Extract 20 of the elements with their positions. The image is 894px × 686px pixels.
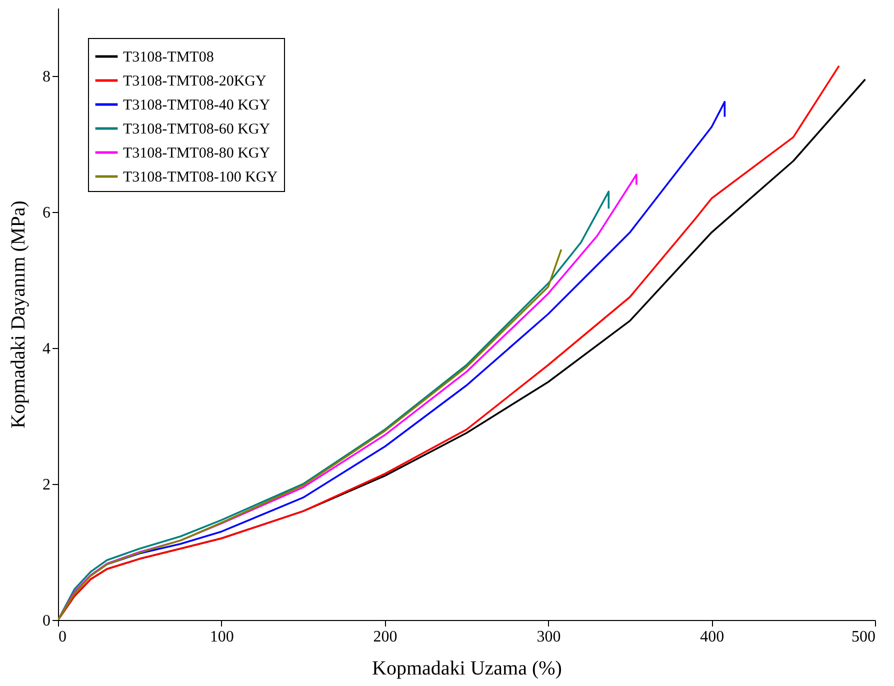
line-series xyxy=(58,248,562,620)
x-tick-label: 100 xyxy=(210,628,234,646)
y-tick-label: 6 xyxy=(42,204,50,222)
x-axis-title: Kopmadaki Uzama (%) xyxy=(372,658,562,680)
y-tick-label: 4 xyxy=(42,340,50,358)
x-tick-label: 0 xyxy=(58,628,66,646)
legend-label: T3108-TMT08-20KGY xyxy=(123,74,266,90)
y-tick-label: 8 xyxy=(42,68,50,86)
legend-label: T3108-TMT08-40 KGY xyxy=(123,98,270,114)
legend-label: T3108-TMT08-60 KGY xyxy=(123,122,270,138)
y-axis-title: Kopmadaki Dayanım (MPa) xyxy=(8,200,30,428)
x-tick-label: 500 xyxy=(852,628,876,646)
x-tick-label: 200 xyxy=(373,628,398,646)
y-tick-label: 2 xyxy=(42,476,50,494)
legend-label: T3108-TMT08 xyxy=(123,50,214,66)
x-tick-label: 300 xyxy=(536,628,561,646)
y-tick-label: 0 xyxy=(42,612,50,630)
legend-label: T3108-TMT08-80 KGY xyxy=(123,146,270,162)
x-tick-label: 400 xyxy=(700,628,724,646)
legend-label: T3108-TMT08-100 KGY xyxy=(123,170,278,186)
